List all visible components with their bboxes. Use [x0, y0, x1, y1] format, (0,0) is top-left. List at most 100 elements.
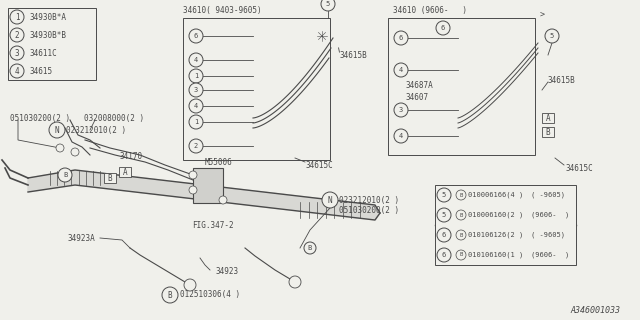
Text: 34615: 34615 [30, 67, 53, 76]
Text: 010006166(4 ): 010006166(4 ) [468, 192, 524, 198]
Circle shape [189, 29, 203, 43]
Text: 34923: 34923 [215, 268, 238, 276]
Bar [119, 167, 131, 177]
Circle shape [10, 28, 24, 42]
Text: 5: 5 [550, 33, 554, 39]
Bar [183, 18, 330, 160]
Circle shape [184, 279, 196, 291]
Circle shape [394, 129, 408, 143]
Text: 5: 5 [442, 192, 446, 198]
Text: 34607: 34607 [406, 92, 429, 101]
Text: 6: 6 [399, 35, 403, 41]
Text: N: N [328, 196, 332, 204]
Circle shape [189, 99, 203, 113]
Text: B: B [546, 127, 550, 137]
Circle shape [456, 190, 466, 200]
Text: FIG.347-2: FIG.347-2 [192, 220, 234, 229]
Text: A346001033: A346001033 [570, 306, 620, 315]
Text: M55006: M55006 [205, 157, 233, 166]
Circle shape [189, 53, 203, 67]
Circle shape [437, 208, 451, 222]
Circle shape [189, 186, 197, 194]
Text: B: B [168, 291, 172, 300]
Text: 1: 1 [15, 12, 19, 21]
Text: N: N [54, 125, 60, 134]
Circle shape [394, 63, 408, 77]
Circle shape [456, 250, 466, 260]
Text: 023212010(2 ): 023212010(2 ) [339, 196, 399, 204]
Text: 6: 6 [442, 252, 446, 258]
Text: 34930B*A: 34930B*A [30, 12, 67, 21]
Text: 3: 3 [194, 87, 198, 93]
Text: 012510306(4 ): 012510306(4 ) [180, 291, 240, 300]
Text: (9606-  ): (9606- ) [531, 252, 569, 258]
Circle shape [437, 188, 451, 202]
Text: B: B [108, 173, 112, 182]
Text: 34615B: 34615B [340, 51, 368, 60]
Text: B: B [460, 233, 463, 237]
Text: 34170: 34170 [120, 151, 143, 161]
Text: ( -9605): ( -9605) [531, 232, 565, 238]
Text: B: B [460, 212, 463, 218]
Circle shape [437, 228, 451, 242]
Bar [104, 173, 116, 183]
Text: 34610 (9606-   ): 34610 (9606- ) [393, 6, 467, 15]
Text: 34923A: 34923A [68, 234, 96, 243]
Text: B: B [63, 172, 67, 178]
Text: A: A [546, 114, 550, 123]
Text: 3: 3 [15, 49, 19, 58]
Bar [435, 185, 576, 265]
Text: 34930B*B: 34930B*B [30, 30, 67, 39]
Text: 34615C: 34615C [305, 161, 333, 170]
Text: B: B [308, 245, 312, 251]
Text: 051030200(2 )   032008000(2 ): 051030200(2 ) 032008000(2 ) [10, 114, 144, 123]
Circle shape [289, 276, 301, 288]
Text: 1: 1 [194, 119, 198, 125]
Text: ( -9605): ( -9605) [531, 192, 565, 198]
Circle shape [10, 46, 24, 60]
Circle shape [322, 192, 338, 208]
Text: 3: 3 [399, 107, 403, 113]
Text: 023212010(2 ): 023212010(2 ) [66, 125, 126, 134]
Text: 6: 6 [442, 232, 446, 238]
Circle shape [10, 10, 24, 24]
Text: 5: 5 [442, 212, 446, 218]
Text: 4: 4 [399, 67, 403, 73]
Circle shape [71, 148, 79, 156]
Circle shape [304, 242, 316, 254]
Circle shape [189, 83, 203, 97]
Circle shape [189, 69, 203, 83]
Text: 010106160(1 ): 010106160(1 ) [468, 252, 524, 258]
Text: 34615C: 34615C [565, 164, 593, 172]
Circle shape [189, 115, 203, 129]
Circle shape [162, 287, 178, 303]
Circle shape [58, 168, 72, 182]
Circle shape [321, 0, 335, 11]
Text: B: B [460, 252, 463, 258]
Bar [542, 113, 554, 123]
Text: 2: 2 [15, 30, 19, 39]
Text: 34687A: 34687A [406, 81, 434, 90]
Circle shape [219, 196, 227, 204]
Text: 051030200(2 ): 051030200(2 ) [339, 205, 399, 214]
Text: 010006160(2 ): 010006160(2 ) [468, 212, 524, 218]
Text: 34615B: 34615B [548, 76, 576, 84]
Text: 010106126(2 ): 010106126(2 ) [468, 232, 524, 238]
Text: 4: 4 [15, 67, 19, 76]
Circle shape [189, 171, 197, 179]
Text: A: A [123, 167, 127, 177]
Text: (9606-  ): (9606- ) [531, 212, 569, 218]
Circle shape [49, 122, 65, 138]
Text: 4: 4 [194, 103, 198, 109]
Circle shape [456, 210, 466, 220]
Bar [388, 18, 535, 155]
Text: 2: 2 [194, 143, 198, 149]
Text: B: B [460, 193, 463, 197]
Circle shape [10, 64, 24, 78]
Circle shape [394, 103, 408, 117]
Text: 34611C: 34611C [30, 49, 58, 58]
Text: 5: 5 [326, 1, 330, 7]
Polygon shape [28, 170, 380, 220]
Bar [542, 127, 554, 137]
Bar [193, 168, 223, 203]
